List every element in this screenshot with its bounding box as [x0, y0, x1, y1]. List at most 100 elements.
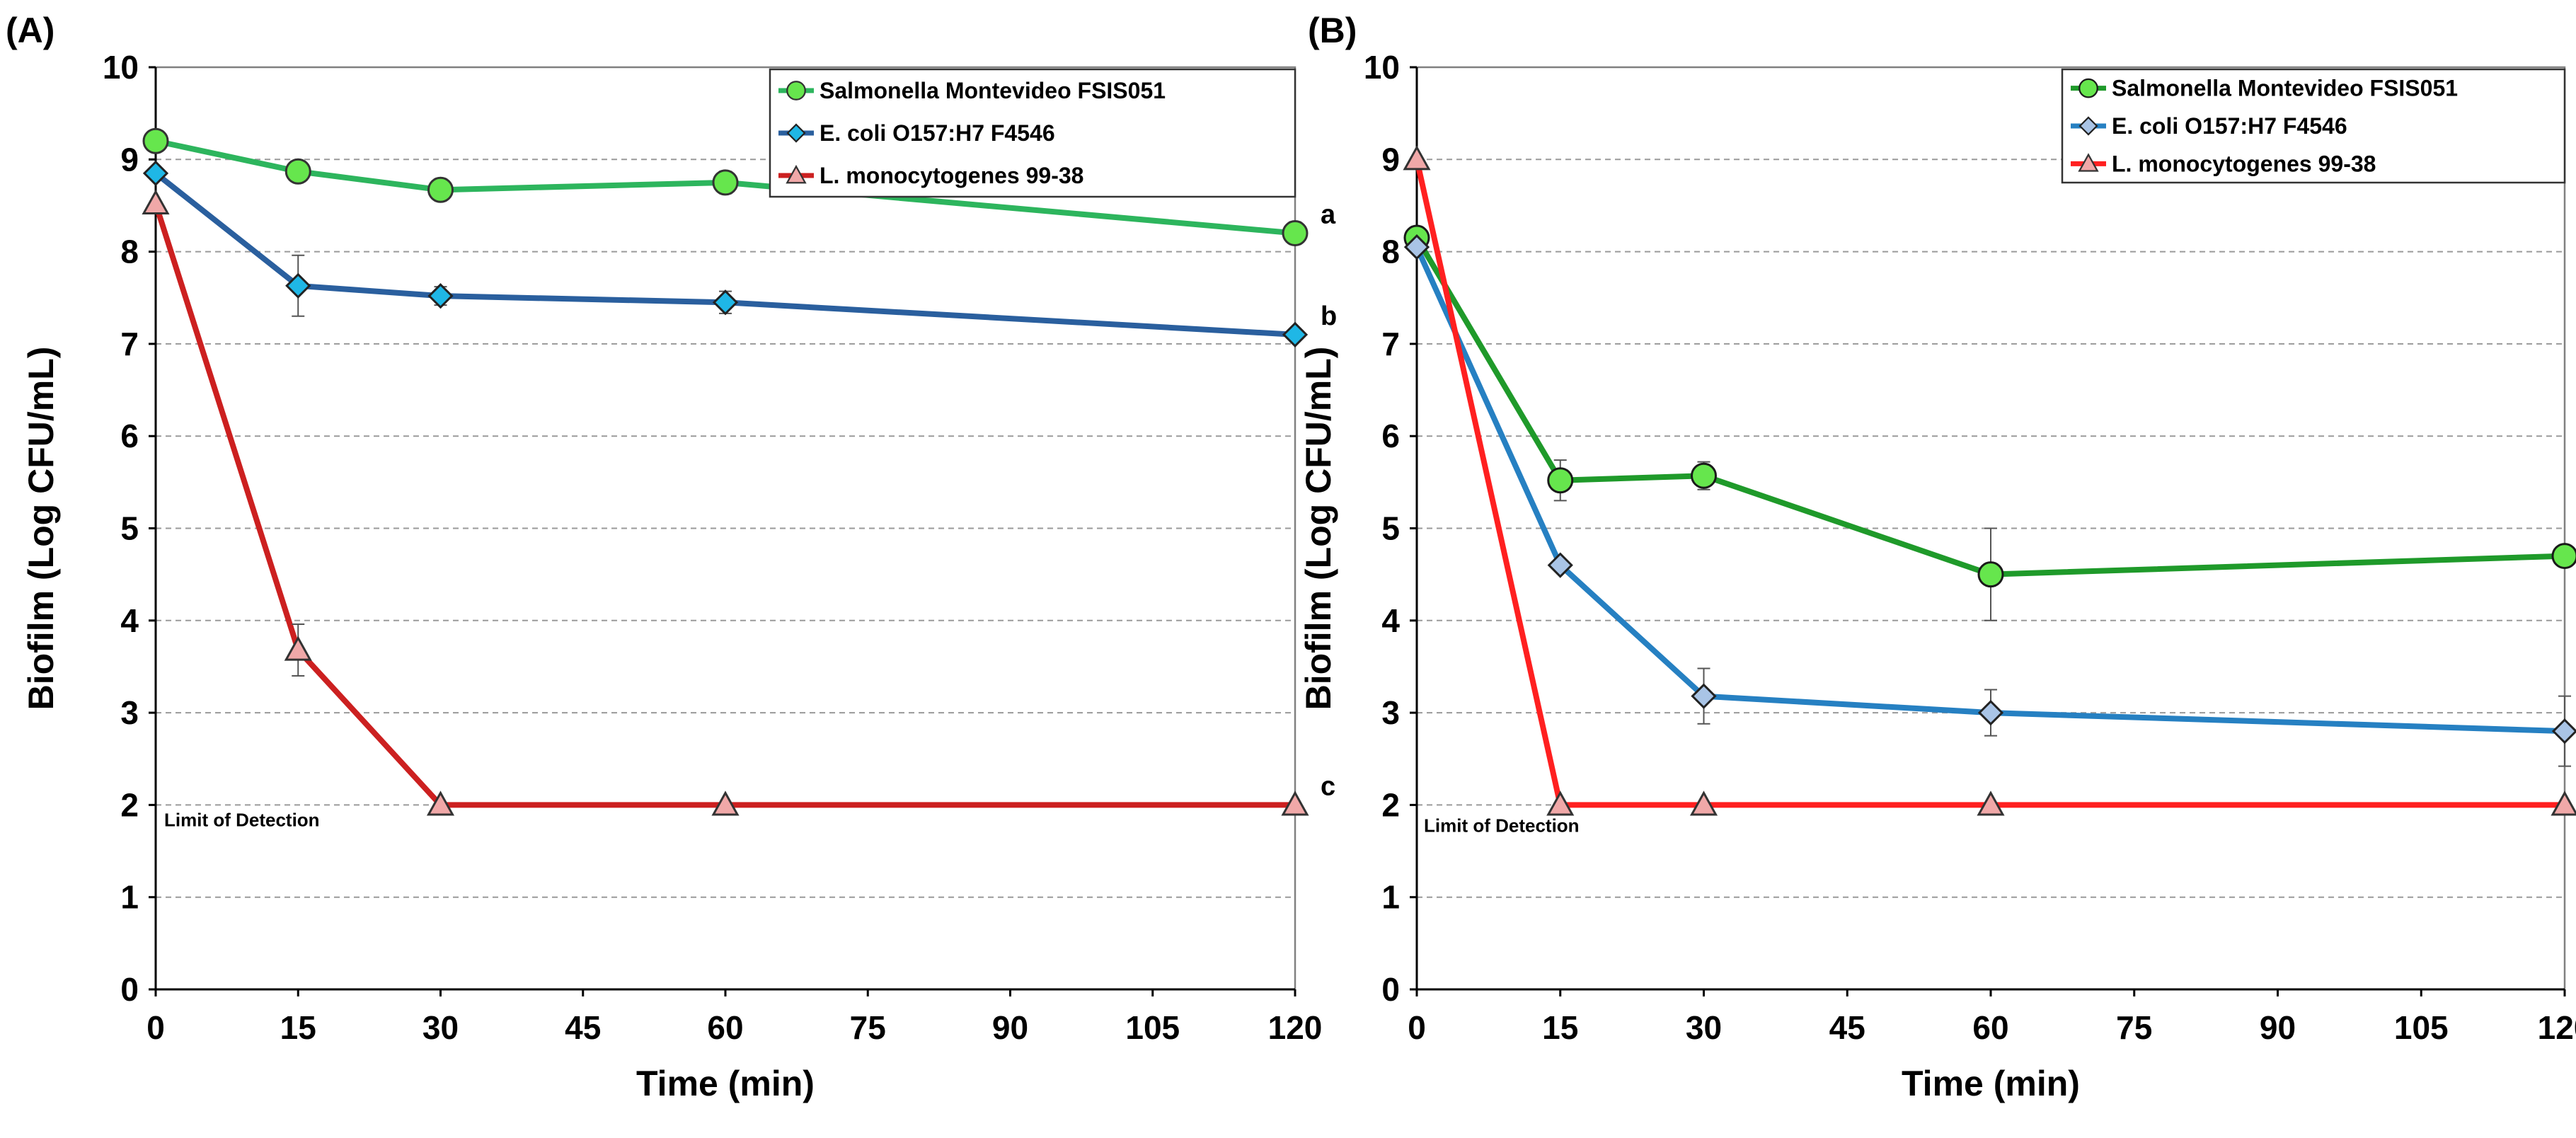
y-tick-label: 9: [1381, 141, 1400, 178]
panel-label: (A): [6, 11, 54, 50]
data-point: [1282, 321, 1309, 347]
data-point: [1403, 234, 1430, 260]
data-point: [285, 272, 311, 299]
y-tick-label: 7: [1381, 326, 1400, 362]
y-tick-label: 10: [1364, 49, 1400, 86]
x-tick-label: 75: [850, 1009, 886, 1046]
significance-letter: b: [1321, 301, 1337, 331]
legend-marker-shape: [2078, 78, 2098, 98]
legend-marker-shape: [786, 164, 807, 184]
series-line: [1414, 236, 2565, 577]
data-point: [142, 127, 169, 154]
data-point: [284, 158, 311, 185]
data-point: [711, 791, 740, 816]
legend-marker-shape: [2078, 153, 2099, 172]
legend-box: [769, 68, 1296, 198]
y-tick-label: 2: [1381, 786, 1400, 823]
x-tick-label: 90: [992, 1009, 1028, 1046]
legend-entry-label: Salmonella Montevideo FSIS051: [2112, 76, 2458, 101]
legend: Salmonella Montevideo FSIS051 E. coli O15…: [2061, 68, 2566, 184]
x-tick-label: 45: [565, 1009, 601, 1046]
limit-of-detection-label: Limit of Detection: [1424, 815, 1580, 836]
data-point: [142, 189, 170, 214]
legend-entry-label: E. coli O157:H7 F4546: [820, 120, 1055, 146]
legend: Salmonella Montevideo FSIS051 E. coli O15…: [769, 68, 1296, 198]
legend-marker: [2078, 153, 2099, 172]
legend-marker-shape: [786, 81, 806, 100]
legend-entry-label: L. monocytogenes 99-38: [820, 163, 1083, 188]
x-tick-label: 90: [2260, 1009, 2296, 1046]
series-salmonella: a: [1403, 224, 2576, 621]
y-tick-label: 9: [120, 141, 139, 178]
data-point: [1689, 791, 1718, 816]
data-point: [712, 169, 739, 196]
data-point: [426, 791, 455, 816]
x-tick-label: 15: [1542, 1009, 1578, 1046]
y-axis-title: Biofilm (Log CFU/mL): [21, 347, 61, 711]
data-point: [1546, 791, 1575, 816]
y-tick-label: 6: [1381, 418, 1400, 454]
series-listeria: c: [1403, 145, 2576, 816]
x-axis-title: Time (min): [1902, 1064, 2080, 1103]
data-point: [1547, 552, 1573, 578]
x-tick-label: 105: [1125, 1009, 1180, 1046]
data-point: [1977, 699, 2004, 726]
series-line: [1414, 246, 2565, 735]
y-tick-label: 4: [120, 602, 139, 639]
x-tick-label: 120: [2538, 1009, 2576, 1046]
panel-label: (B): [1308, 11, 1357, 50]
y-tick-label: 0: [1381, 971, 1400, 1008]
x-tick-label: 75: [2116, 1009, 2152, 1046]
significance-letter: c: [1321, 771, 1335, 801]
data-point: [1977, 561, 2004, 588]
significance-letter: a: [1321, 200, 1336, 230]
data-point: [1547, 467, 1574, 494]
x-tick-label: 30: [422, 1009, 459, 1046]
data-point: [1691, 462, 1717, 489]
legend-marker: [786, 164, 807, 184]
x-tick-label: 60: [707, 1009, 743, 1046]
data-point: [142, 160, 169, 186]
x-tick-label: 0: [146, 1009, 165, 1046]
y-tick-label: 7: [120, 326, 139, 362]
y-tick-label: 1: [120, 879, 139, 916]
legend-box: [2061, 68, 2566, 184]
y-tick-label: 0: [120, 971, 139, 1008]
legend-marker: [786, 123, 806, 143]
data-point: [1977, 791, 2005, 816]
y-tick-label: 5: [1381, 510, 1400, 547]
data-point: [1282, 220, 1309, 247]
limit-of-detection-label: Limit of Detection: [164, 809, 320, 830]
x-tick-label: 45: [1829, 1009, 1865, 1046]
data-point: [712, 289, 739, 316]
y-tick-label: 4: [1381, 602, 1400, 639]
x-axis-title: Time (min): [636, 1064, 815, 1103]
legend-entry-label: L. monocytogenes 99-38: [2112, 151, 2376, 176]
x-tick-label: 105: [2394, 1009, 2449, 1046]
y-tick-label: 8: [120, 234, 139, 270]
y-tick-label: 3: [1381, 694, 1400, 731]
legend-marker: [2078, 78, 2098, 98]
x-tick-label: 15: [280, 1009, 316, 1046]
y-tick-label: 6: [120, 418, 139, 454]
y-tick-label: 1: [1381, 879, 1400, 916]
legend-marker-shape: [786, 123, 806, 143]
y-tick-label: 3: [120, 694, 139, 731]
y-axis-title: Biofilm (Log CFU/mL): [1299, 347, 1338, 711]
x-tick-label: 120: [1268, 1009, 1323, 1046]
data-point: [427, 283, 454, 309]
series-ecoli: b: [142, 160, 1337, 347]
y-tick-label: 8: [1381, 234, 1400, 270]
data-point: [1403, 145, 1431, 171]
legend-entry-label: E. coli O157:H7 F4546: [2112, 113, 2347, 139]
x-tick-label: 30: [1686, 1009, 1722, 1046]
legend-marker: [786, 81, 806, 100]
x-tick-label: 0: [1408, 1009, 1426, 1046]
series-salmonella: a: [142, 127, 1336, 247]
data-point: [284, 636, 312, 661]
y-tick-label: 2: [120, 786, 139, 823]
legend-entry-label: Salmonella Montevideo FSIS051: [820, 78, 1166, 103]
data-point: [427, 176, 454, 203]
